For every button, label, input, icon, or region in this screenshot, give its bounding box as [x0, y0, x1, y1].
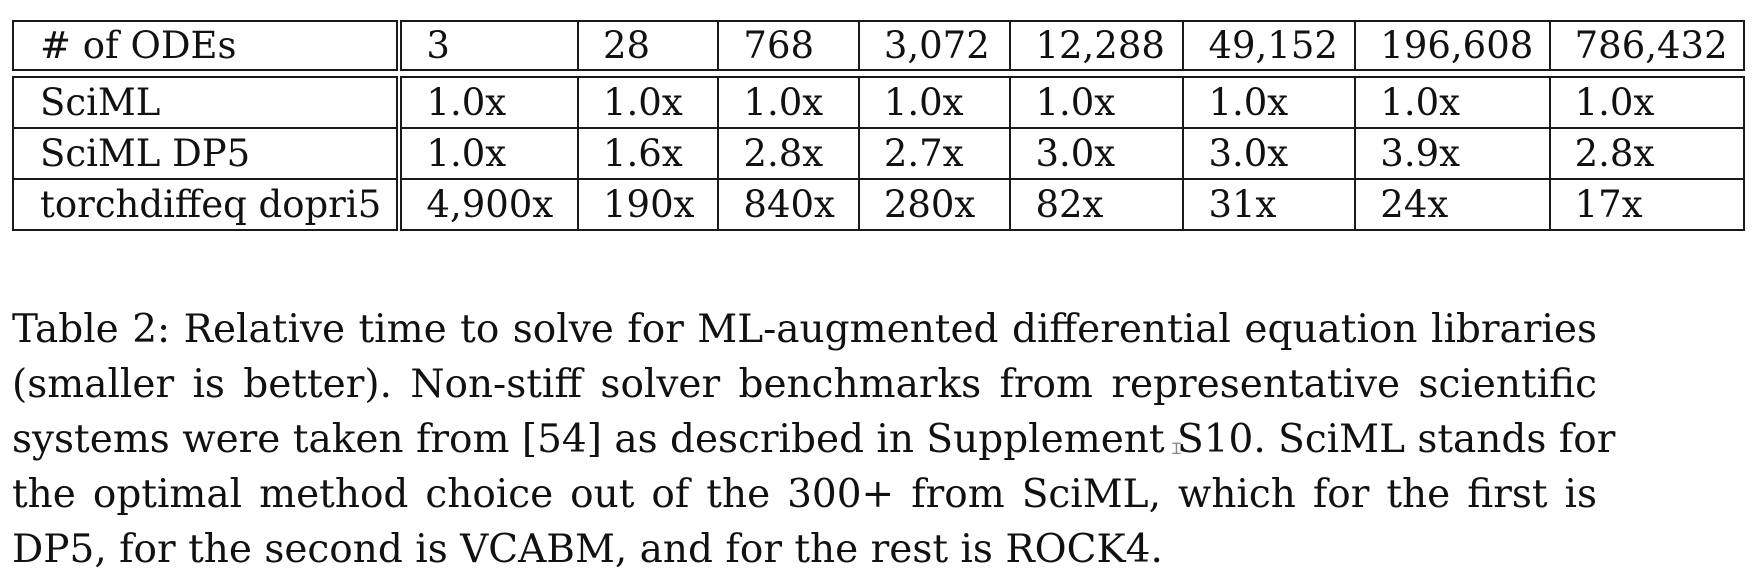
table-cell: 2.7x — [857, 127, 1012, 180]
table-cell: 1.0x — [857, 76, 1012, 129]
table-row: torchdiffeq dopri5 4,900x 190x 840x 280x… — [11, 178, 1746, 231]
header-cell: 768 — [717, 20, 860, 71]
table-cell: 280x — [857, 178, 1012, 231]
header-cell: 49,152 — [1182, 20, 1357, 71]
caption-line: Table 2: Relative time to solve for ML-a… — [12, 307, 1597, 352]
table-cell: 1.0x — [1009, 76, 1185, 129]
row-label: torchdiffeq dopri5 — [11, 178, 403, 231]
table-cell: 3.0x — [1009, 127, 1185, 180]
table-separator — [13, 69, 1744, 78]
table-cell: 1.0x — [398, 127, 579, 180]
caption-line: DP5, for the second is VCABM, and for th… — [12, 527, 1163, 572]
table-cell: 1.6x — [576, 127, 720, 180]
table-cell: 1.0x — [1182, 76, 1357, 129]
table-cell: 2.8x — [717, 127, 860, 180]
header-cell: 28 — [576, 20, 720, 71]
table-cell: 24x — [1354, 178, 1551, 231]
results-table: # of ODEs 3 28 768 3,072 12,288 49,152 1… — [11, 20, 1746, 231]
table-cell: 3.9x — [1354, 127, 1551, 180]
header-cell: 3 — [398, 20, 579, 71]
table-cell: 1.0x — [398, 76, 579, 129]
header-cell: 196,608 — [1354, 20, 1551, 71]
table-cell: 1.0x — [576, 76, 720, 129]
table-cell: 1.0x — [717, 76, 860, 129]
table-row: SciML DP5 1.0x 1.6x 2.8x 2.7x 3.0x 3.0x … — [11, 127, 1746, 180]
table-cell: 4,900x — [398, 178, 579, 231]
caption-line: the optimal method choice out of the 300… — [12, 472, 1597, 517]
table-cell: 190x — [576, 178, 720, 231]
caption-line: (smaller is better). Non-stiff solver be… — [12, 362, 1597, 407]
table-cell: 1.0x — [1548, 76, 1746, 129]
table-row: SciML 1.0x 1.0x 1.0x 1.0x 1.0x 1.0x 1.0x… — [11, 76, 1746, 129]
header-cell: 786,432 — [1548, 20, 1746, 71]
row-label: SciML DP5 — [11, 127, 403, 180]
table-cell: 3.0x — [1182, 127, 1357, 180]
table-header-row: # of ODEs 3 28 768 3,072 12,288 49,152 1… — [11, 20, 1746, 71]
row-label: SciML — [11, 76, 403, 129]
table-cell: 31x — [1182, 178, 1357, 231]
text-cursor-icon: Ɪ — [1172, 439, 1181, 458]
table-cell: 82x — [1009, 178, 1185, 231]
header-cell: 3,072 — [857, 20, 1012, 71]
table-caption: Table 2: Relative time to solve for ML-a… — [12, 302, 1616, 577]
table-cell: 840x — [717, 178, 860, 231]
header-cell: 12,288 — [1009, 20, 1185, 71]
table-cell: 2.8x — [1548, 127, 1746, 180]
header-cell: # of ODEs — [11, 20, 403, 71]
caption-line: systems were taken from [54] as describe… — [12, 417, 1616, 462]
table-cell: 17x — [1548, 178, 1746, 231]
table-cell: 1.0x — [1354, 76, 1551, 129]
